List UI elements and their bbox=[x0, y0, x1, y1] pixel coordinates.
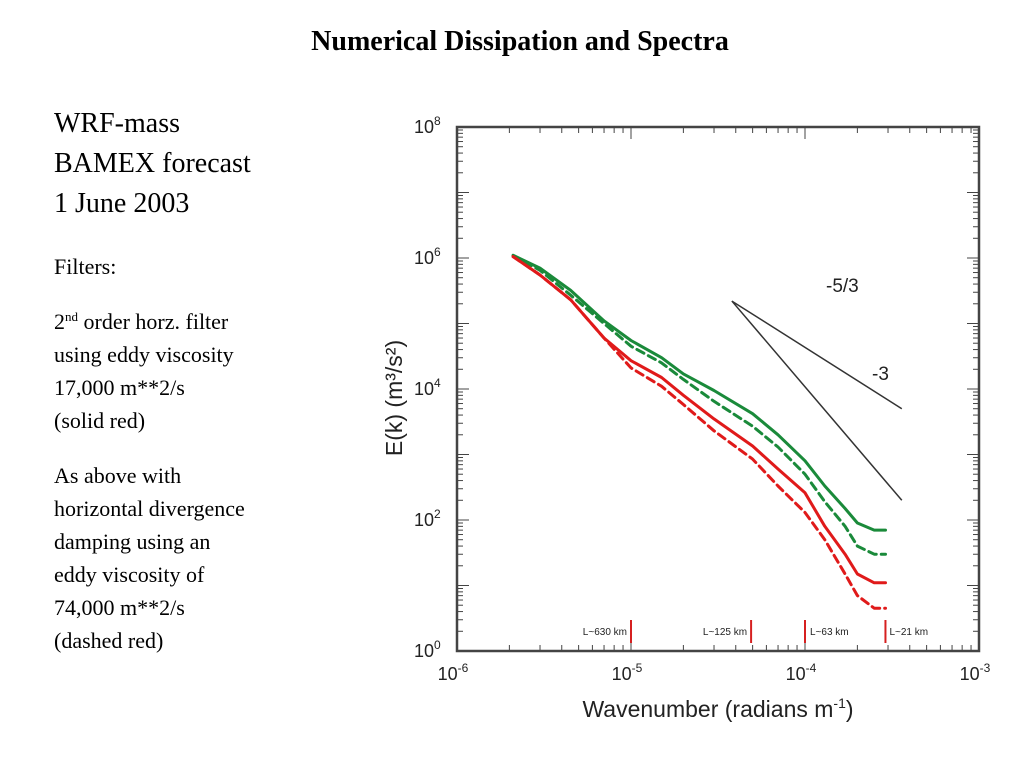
y-tick-label: 102 bbox=[414, 507, 441, 530]
x-tick-label: 10-5 bbox=[612, 661, 643, 684]
filter2-line-6: (dashed red) bbox=[54, 628, 164, 653]
filter1-line-3: 17,000 m**2/s bbox=[54, 375, 185, 400]
filters-label: Filters: bbox=[54, 254, 117, 279]
header-line-2: BAMEX forecast bbox=[54, 148, 251, 179]
slide-title: Numerical Dissipation and Spectra bbox=[311, 26, 729, 57]
markers-layer: L~630 km L~125 km L~63 km L~21 km bbox=[583, 620, 928, 643]
plot-frame bbox=[455, 125, 981, 653]
filter2-line-1: As above with bbox=[54, 463, 182, 488]
x-axis-label: Wavenumber (radians m-1) bbox=[582, 695, 853, 722]
series-layer bbox=[511, 253, 887, 610]
scale-marker-label: L~630 km bbox=[583, 627, 627, 638]
description-panel: WRF-mass BAMEX forecast 1 June 2003 Filt… bbox=[54, 104, 354, 657]
scale-marker-label: L~63 km bbox=[810, 627, 849, 638]
reference-line-0 bbox=[731, 300, 903, 410]
header-line-3: 1 June 2003 bbox=[54, 188, 190, 219]
filter1-prefix: 2 bbox=[54, 309, 65, 334]
y-tick-label: 106 bbox=[414, 245, 441, 268]
x-tick-label: 10-6 bbox=[438, 661, 469, 684]
x-tick-label: 10-4 bbox=[786, 661, 817, 684]
y-tick-label: 104 bbox=[414, 376, 441, 399]
filter2-line-5: 74,000 m**2/s bbox=[54, 595, 185, 620]
series-line-3 bbox=[511, 255, 887, 610]
reference-line-label: -5/3 bbox=[826, 276, 859, 297]
y-tick-label: 108 bbox=[414, 114, 441, 137]
filter2-line-4: eddy viscosity of bbox=[54, 562, 205, 587]
header-line-1: WRF-mass bbox=[54, 108, 180, 139]
y-axis-label: E(k) (m³/s²) bbox=[381, 340, 407, 456]
filter2-line-2: horizontal divergence bbox=[54, 496, 245, 521]
x-tick-label: 10-3 bbox=[960, 661, 991, 684]
labels-layer: 10-6 10-5 10-4 10-3 100 102 104 106 108 Wavenumbe… bbox=[381, 114, 991, 722]
scale-marker-label: L~21 km bbox=[889, 627, 928, 638]
y-tick-label: 100 bbox=[414, 638, 441, 661]
filter1-line-4: (solid red) bbox=[54, 408, 146, 433]
reference-lines-layer: -5/3 -3 bbox=[731, 276, 903, 501]
series-line-1 bbox=[511, 253, 887, 556]
ticks-layer bbox=[456, 127, 979, 652]
filter1-sup: nd bbox=[65, 309, 78, 324]
filter1-line-1: 2nd order horz. filter bbox=[54, 305, 354, 338]
reference-line-label: -3 bbox=[872, 364, 889, 385]
reference-line-1 bbox=[731, 300, 903, 501]
series-line-0 bbox=[511, 253, 887, 532]
filter2-line-3: damping using an bbox=[54, 529, 211, 554]
filter1-rest: order horz. filter bbox=[78, 309, 229, 334]
filter1-line-2: using eddy viscosity bbox=[54, 342, 234, 367]
scale-marker-label: L~125 km bbox=[703, 627, 747, 638]
